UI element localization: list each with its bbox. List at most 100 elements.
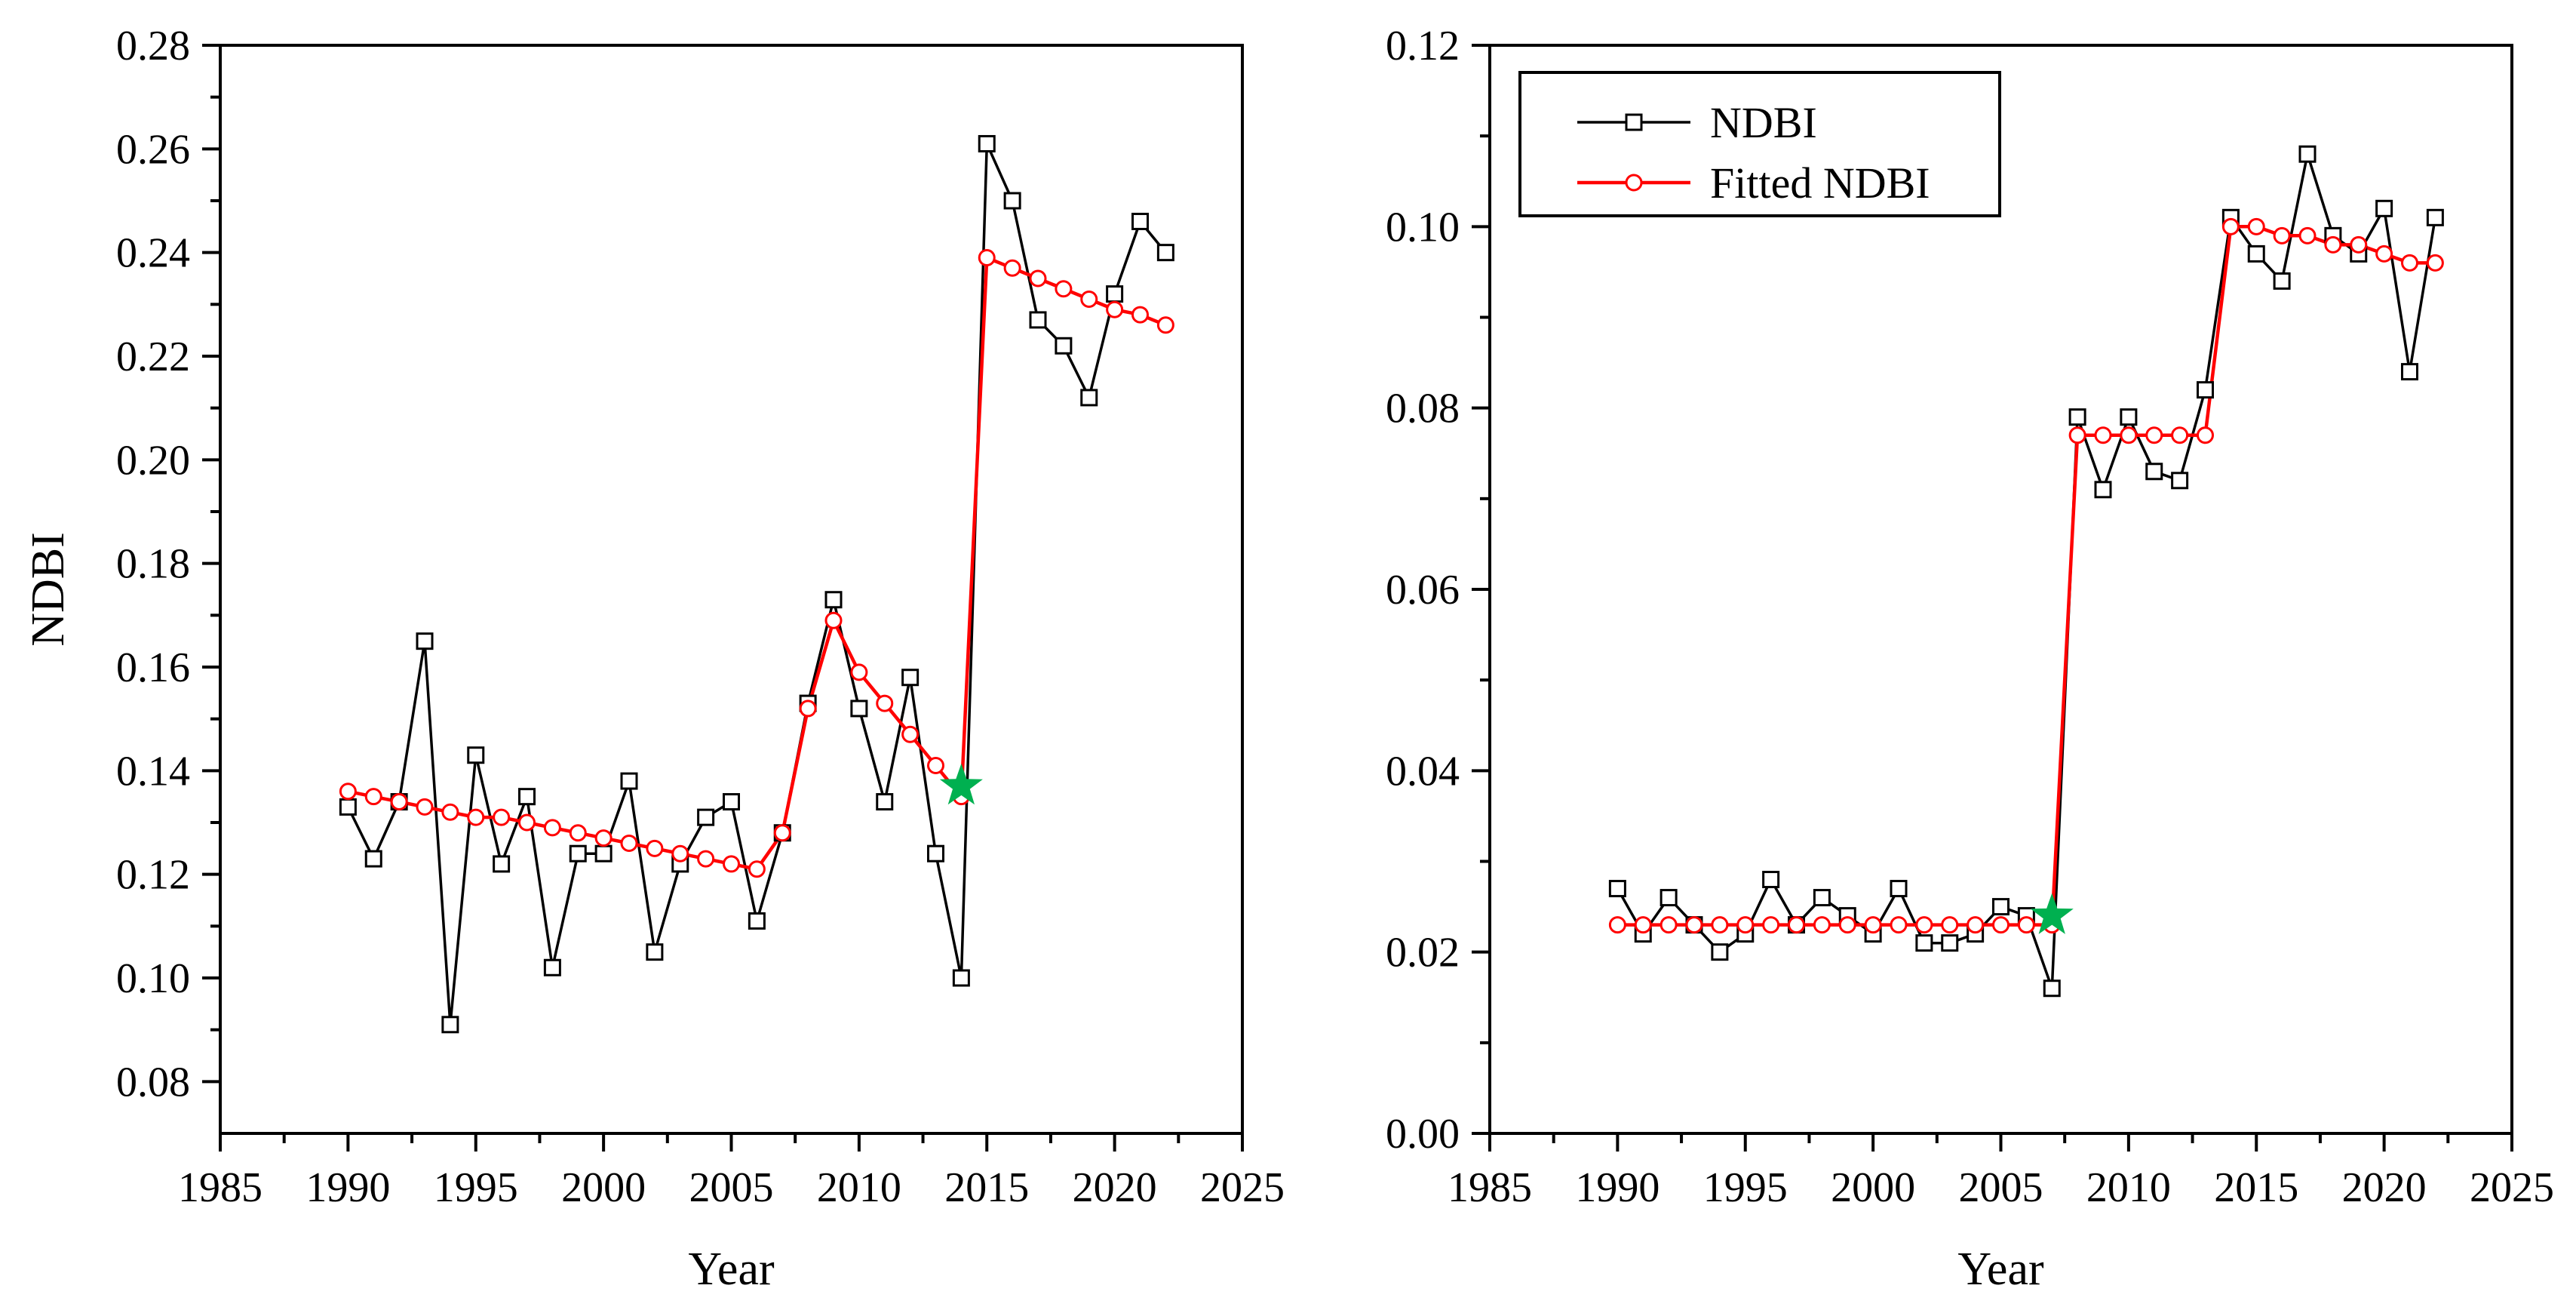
fitted-ndbi-point (978, 249, 996, 267)
ndbi-point (1992, 898, 2010, 916)
x-tick-label: 2020 (2342, 1164, 2427, 1211)
fitted-ndbi-point (2273, 226, 2291, 244)
fitted-ndbi-point (646, 839, 664, 857)
x-tick-label: 1990 (1575, 1164, 1660, 1211)
fitted-ndbi-series-line (347, 255, 1167, 872)
fitted-ndbi-point (1634, 916, 1652, 934)
fitted-ndbi-point (1967, 916, 1985, 934)
fitted-ndbi-point (2426, 254, 2444, 272)
fitted-ndbi-point (1029, 269, 1047, 288)
ndbi-point (2120, 408, 2138, 426)
ndbi-point (1915, 934, 1933, 952)
fitted-ndbi-point (441, 803, 459, 821)
ndbi-point (646, 943, 664, 961)
fitted-ndbi-point (569, 824, 587, 842)
fitted-ndbi-point (2375, 244, 2393, 263)
ndbi-point (1711, 943, 1729, 961)
y-tick-label: 0.10 (1386, 204, 1460, 251)
y-tick-label: 0.08 (116, 1059, 190, 1105)
ndbi-point (1156, 244, 1174, 262)
fitted-ndbi-point (1003, 259, 1021, 277)
y-tick-label: 0.28 (116, 23, 190, 69)
x-axis-title: Year (1957, 1244, 2044, 1295)
fitted-ndbi-point (1156, 316, 1174, 334)
ndbi-point (952, 969, 970, 987)
fitted-ndbi-point (2298, 226, 2317, 244)
y-tick-label: 0.20 (116, 437, 190, 484)
x-tick-label: 2020 (1073, 1164, 1157, 1211)
y-tick-label: 0.22 (116, 334, 190, 380)
ndbi-point (594, 844, 613, 863)
ndbi-point (2273, 272, 2291, 290)
plot-frame (219, 44, 1244, 1135)
fitted-ndbi-point (1711, 916, 1729, 934)
fitted-ndbi-point (1890, 916, 1908, 934)
fitted-ndbi-point (1864, 916, 1882, 934)
ndbi-point (2298, 145, 2317, 163)
fitted-ndbi-point (2171, 426, 2189, 444)
fitted-ndbi-point (2197, 426, 2214, 444)
x-tick-label: 2015 (2214, 1164, 2298, 1211)
fitted-ndbi-point (1941, 916, 1959, 934)
fitted-ndbi-point (927, 756, 944, 774)
ndbi-point (2375, 199, 2393, 217)
ndbi-point (569, 844, 587, 863)
x-tick-label: 2015 (944, 1164, 1029, 1211)
ndbi-point (1890, 880, 1908, 898)
ndbi-point (1080, 389, 1098, 407)
fitted-ndbi-point (620, 834, 638, 852)
fitted-ndbi-point (697, 850, 715, 868)
ndbi-point (2094, 481, 2112, 499)
ndbi-point (467, 746, 485, 764)
x-axis-title: Year (688, 1244, 775, 1295)
legend-ndbi-marker (1625, 113, 1643, 131)
legend-fitted-ndbi-marker (1625, 174, 1643, 192)
fitted-ndbi-point (901, 725, 920, 743)
ndbi-point (1131, 212, 1149, 230)
right-chart-panel: 1985 1990 1995 2000 2005 2010 2015 2020 2025 0.00… (1386, 23, 2554, 1295)
ndbi-point (901, 669, 920, 687)
fitted-ndbi-point (543, 819, 561, 837)
y-tick-label: 0.24 (116, 230, 190, 277)
x-tick-label: 2005 (689, 1164, 774, 1211)
fitted-ndbi-point (1660, 916, 1678, 934)
ndbi-point (441, 1016, 459, 1034)
y-tick-label: 0.04 (1386, 748, 1460, 795)
fitted-ndbi-point (1813, 916, 1831, 934)
ndbi-point (2401, 363, 2418, 381)
fitted-ndbi-point (1736, 916, 1755, 934)
y-tick-label: 0.00 (1386, 1111, 1460, 1158)
ndbi-point (493, 855, 511, 873)
ndbi-point (2043, 979, 2061, 998)
fitted-ndbi-point (1685, 916, 1703, 934)
ndbi-point (723, 793, 740, 811)
ndbi-point (339, 798, 357, 816)
y-tick-label: 0.08 (1386, 386, 1460, 432)
fitted-ndbi-point (1055, 280, 1073, 298)
fitted-ndbi-point (390, 793, 408, 811)
y-tick-label: 0.16 (116, 644, 190, 691)
ndbi-point (416, 632, 434, 650)
x-tick-label: 2005 (1959, 1164, 2043, 1211)
fitted-ndbi-point (1608, 916, 1626, 934)
y-tick-label: 0.02 (1386, 930, 1460, 976)
fitted-ndbi-point (824, 611, 843, 629)
y-tick-label: 0.12 (116, 852, 190, 899)
ndbi-point (364, 850, 382, 868)
ndbi-point (1941, 934, 1959, 952)
x-tick-label: 2025 (2470, 1164, 2554, 1211)
fitted-ndbi-point (339, 783, 357, 801)
legend-fitted-ndbi-label: Fitted NDBI (1710, 158, 1930, 208)
fitted-ndbi-point (2401, 254, 2418, 272)
legend-ndbi-label: NDBI (1710, 98, 1817, 147)
ndbi-point (850, 700, 868, 718)
ndbi-point (1055, 337, 1073, 355)
y-tick-label: 0.06 (1386, 567, 1460, 613)
ndbi-point (2145, 463, 2163, 481)
fitted-ndbi-point (799, 700, 817, 718)
fitted-ndbi-point (2145, 426, 2163, 444)
ndbi-point (1003, 192, 1021, 210)
left-chart-panel: 1985 1990 1995 2000 2005 2010 2015 2020 2025 0.08… (23, 23, 1285, 1295)
ndbi-point (978, 134, 996, 152)
x-tick-label: 2010 (2086, 1164, 2171, 1211)
